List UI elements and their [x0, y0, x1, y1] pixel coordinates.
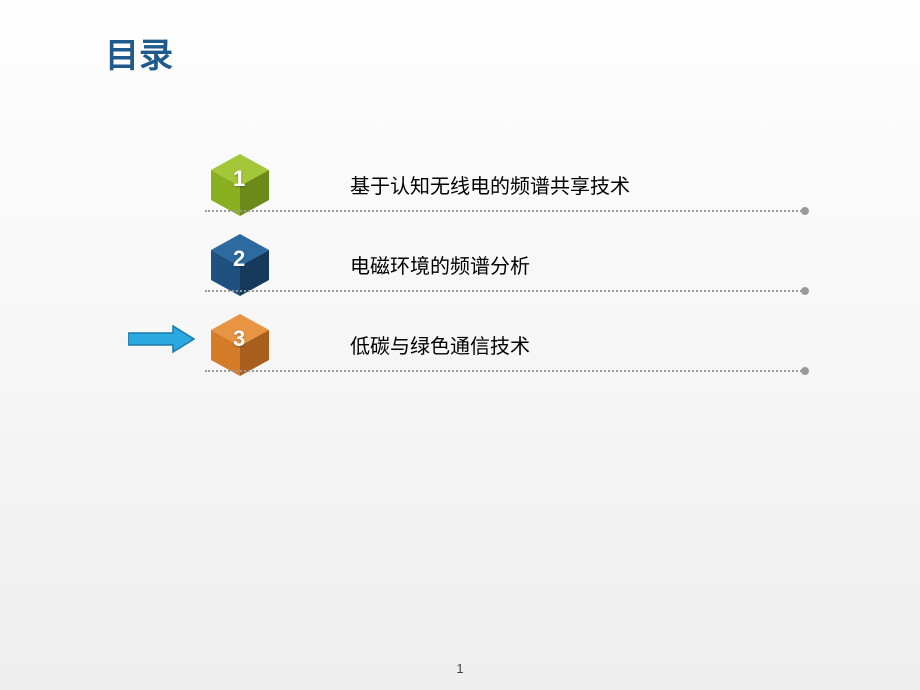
toc-item-2: 2 电磁环境的频谱分析 [205, 230, 815, 310]
page-number: 1 [456, 661, 463, 676]
dotted-divider-2 [205, 290, 805, 292]
cube-number-1: 1 [233, 166, 245, 192]
toc-label-3: 低碳与绿色通信技术 [350, 330, 530, 359]
toc-label-1: 基于认知无线电的频谱共享技术 [350, 170, 630, 199]
dotted-divider-3 [205, 370, 805, 372]
page-title: 目录 [105, 28, 173, 77]
toc-list: 1 基于认知无线电的频谱共享技术 2 电磁环境的频谱分析 3 低碳与绿色通信技术 [205, 150, 815, 390]
cube-number-2: 2 [233, 246, 245, 272]
toc-item-1: 1 基于认知无线电的频谱共享技术 [205, 150, 815, 230]
cube-number-3: 3 [233, 326, 245, 352]
arrow-shape [128, 326, 194, 352]
toc-label-2: 电磁环境的频谱分析 [350, 250, 530, 279]
dotted-divider-1 [205, 210, 805, 212]
pointer-arrow-icon [128, 324, 195, 354]
toc-item-3: 3 低碳与绿色通信技术 [205, 310, 815, 390]
